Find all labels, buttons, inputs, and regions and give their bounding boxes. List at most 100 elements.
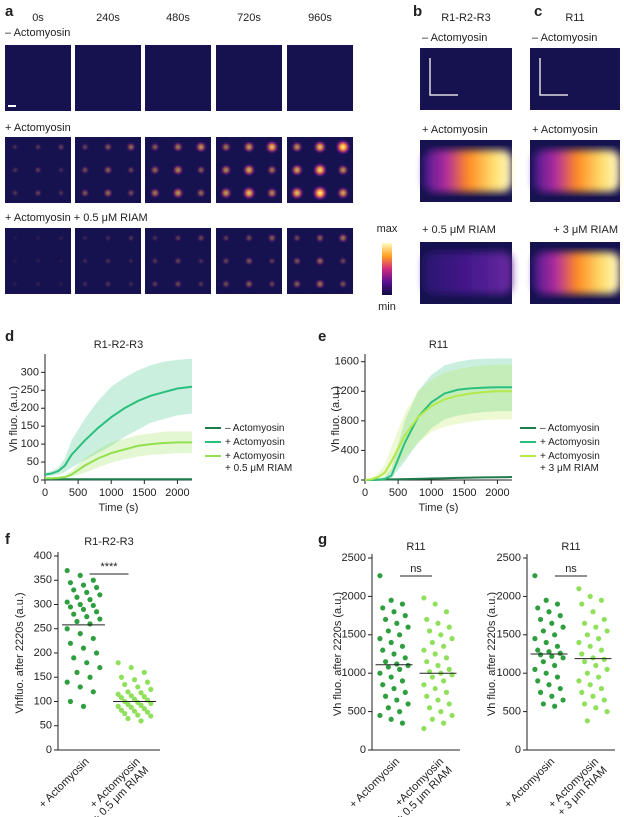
data-point [554,601,561,607]
label: 1500 [497,629,521,641]
label: 500 [348,706,366,718]
spot [57,166,65,174]
data-point [584,632,590,638]
data-point [67,580,74,586]
label: 100 [21,438,39,450]
legend-label: + Actomyosin [225,437,285,448]
data-point [87,621,93,627]
series-line [365,386,512,481]
spot [81,257,89,265]
data-point [148,700,154,707]
spot [171,186,185,200]
data-point [80,645,87,651]
data-point [598,597,605,603]
spot [312,139,328,155]
data-point [421,647,427,653]
label: a [5,3,14,20]
label: 960s [308,12,332,24]
micrograph [145,45,211,111]
label: 50 [27,456,39,468]
label: 720s [237,12,261,24]
data-point [441,678,447,684]
label: e [318,328,326,345]
data-point [397,666,403,672]
data-point [144,679,151,685]
label: + 0.5 μM RIAM [422,224,496,236]
spot [151,257,159,265]
data-point [377,670,383,676]
data-point [601,616,607,623]
data-point [80,606,87,612]
spot [11,189,19,197]
spot [80,165,90,175]
data-point [77,631,83,637]
data-point [77,601,83,608]
label: Vh fluo. after 2220s (a.u.) [332,592,344,716]
data-point [596,674,602,680]
data-point [535,647,541,653]
data-point [90,577,96,583]
spot [172,164,184,176]
label: 0 [42,487,48,499]
data-point [388,716,394,722]
data-point [135,684,141,690]
spot [173,256,183,266]
spot [81,234,89,242]
data-point [432,601,438,607]
data-point [377,712,383,719]
data-point [402,655,408,661]
data-point [596,636,602,642]
data-point [590,655,596,661]
legend-label: + Actomyosin + 0.5 μM RIAM [225,451,292,474]
data-point [84,589,90,595]
data-point [421,682,427,688]
label: 50 [40,720,52,732]
data-point [593,662,599,669]
spot [127,257,135,265]
data-point [560,655,566,661]
spot [33,188,43,198]
data-point [587,593,593,600]
data-point [138,718,144,724]
data-point [552,632,558,638]
spot [266,164,278,176]
label: 150 [34,671,52,683]
spot [315,233,325,243]
label: + Actomyosin [422,124,488,136]
data-point [97,592,103,598]
data-point [546,682,552,688]
data-point [93,650,100,656]
data-point [138,690,144,696]
data-point [579,651,585,657]
data-point [537,689,544,696]
spot [81,280,89,288]
data-point [97,616,103,622]
data-point [84,660,90,666]
data-point [579,689,585,696]
error-band [45,358,192,477]
micrograph [287,45,353,111]
label: + 3 μM RIAM [553,224,618,236]
data-point [554,674,561,680]
spot [289,185,305,201]
data-point [125,715,131,722]
spot [267,256,277,266]
data-point [549,620,555,626]
data-point [581,620,588,626]
data-point [74,669,80,676]
spot [244,256,254,266]
spot [11,143,19,151]
label: 0 [515,744,521,756]
data-point [438,632,444,638]
colorbar [382,243,392,295]
spot [127,234,135,242]
data-point [443,655,450,661]
data-point [435,697,441,703]
data-point [432,651,438,657]
spot [173,233,183,243]
spot [34,280,42,288]
label: Vhfluo. after 2220s (a.u.) [14,592,26,713]
data-point [399,643,406,649]
spot [312,185,328,201]
